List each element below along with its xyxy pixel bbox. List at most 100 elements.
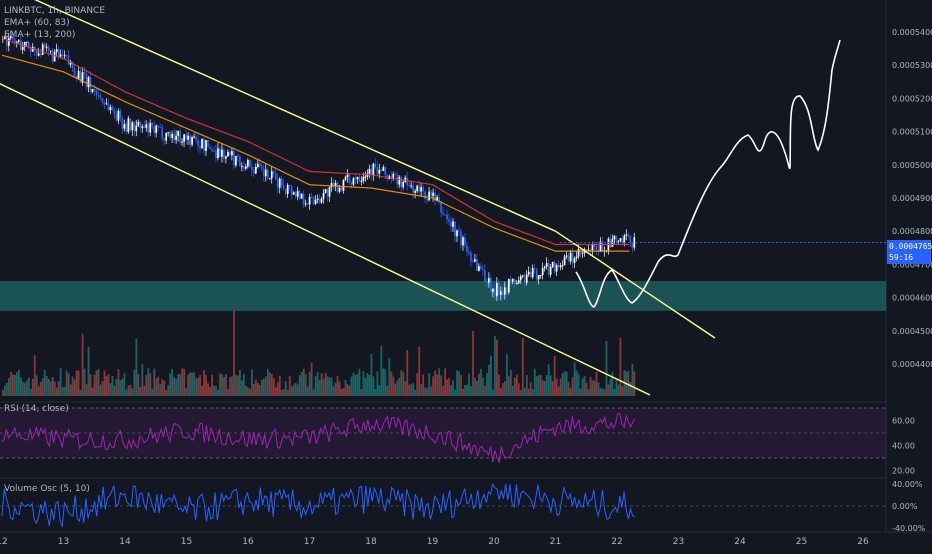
volume-bar (559, 378, 562, 396)
volume-bar (181, 368, 184, 396)
volume-bar (258, 385, 261, 396)
candle-body (31, 46, 34, 52)
volume-bar (278, 375, 281, 396)
candle-body (601, 241, 604, 252)
volume-bar (193, 372, 196, 396)
candle-body (563, 256, 566, 266)
volume-bar (384, 369, 387, 396)
volume-bar (268, 372, 271, 396)
channel-upper-line (34, 0, 556, 232)
volume-bar (460, 374, 462, 396)
ema2-label[interactable]: EMA+ (13, 200) (4, 30, 76, 40)
volume-bar (589, 376, 592, 396)
price-tick-label: 0.00045000 (892, 327, 932, 336)
volume-bar (11, 374, 14, 396)
candle-body (91, 89, 94, 92)
candle-body (476, 259, 478, 271)
candle-body (372, 163, 375, 175)
candle-body (270, 171, 273, 179)
candle-body (450, 221, 452, 227)
candle-body (398, 177, 401, 185)
volume-bar (47, 378, 50, 396)
volume-bar (21, 381, 24, 396)
volume-bar (358, 368, 361, 396)
volume-bar (131, 388, 134, 396)
rsi-label[interactable]: RSI (14, close) (4, 404, 69, 414)
candle-body (256, 163, 259, 167)
volume-bar (438, 368, 441, 396)
candle-body (494, 288, 496, 297)
volume-bar (533, 368, 536, 396)
candle-body (125, 124, 128, 132)
volume-bar (189, 372, 192, 396)
volume-bar (260, 379, 263, 396)
candle-body (159, 127, 162, 129)
time-tick-label: 26 (857, 537, 869, 547)
volume-bar (217, 389, 219, 396)
volume-bar (13, 374, 16, 396)
volume-bar (119, 380, 122, 396)
candle-body (509, 279, 512, 282)
ema1-label[interactable]: EMA+ (60, 83) (4, 18, 70, 28)
volume-bar (105, 376, 108, 396)
symbol-label[interactable]: LINKBTC, 1h, BINANCE (4, 6, 106, 16)
volume-bar (613, 388, 616, 396)
candle-body (252, 169, 255, 174)
rsi-tick-label: 40.00 (892, 442, 915, 451)
candle-body (83, 72, 86, 74)
volume-bar (376, 371, 379, 396)
volume-bar (55, 387, 58, 396)
volume-bar (450, 385, 452, 396)
volume-bar (256, 382, 259, 396)
volume-bar (601, 388, 604, 396)
candle-body (5, 37, 8, 46)
volume-bar (33, 355, 36, 396)
candle-body (573, 258, 576, 263)
candle-body (276, 179, 279, 188)
volume-bar (65, 370, 68, 396)
candle-body (312, 196, 315, 204)
volume-bar (587, 389, 590, 396)
candle-body (460, 231, 462, 246)
volume-bar (595, 371, 598, 396)
candle-body (179, 131, 181, 143)
volume-bar (547, 364, 550, 396)
volume-bar (591, 380, 594, 396)
candle-body (414, 191, 417, 193)
candle-body (424, 191, 426, 199)
volume-bar (368, 374, 371, 396)
candle-body (223, 149, 225, 159)
candle-body (523, 275, 526, 283)
volume-bar (326, 376, 329, 396)
volume-bar (95, 370, 98, 396)
candle-body (153, 126, 156, 133)
volume-bar (480, 368, 482, 396)
volume-bar (555, 378, 558, 396)
volume-osc-label[interactable]: Volume Osc (5, 10) (4, 484, 90, 494)
volume-bar (139, 387, 142, 396)
volume-bar (19, 377, 22, 396)
volume-bar (262, 378, 265, 396)
volume-bar (412, 383, 415, 396)
volume-bar (617, 384, 620, 396)
candle-body (187, 135, 189, 140)
candle-body (13, 39, 16, 43)
candle-body (376, 166, 379, 174)
candle-body (346, 174, 349, 177)
candle-body (266, 169, 269, 179)
candle-body (358, 176, 361, 182)
volume-bar (404, 381, 407, 396)
volume-bar (402, 371, 405, 396)
candle-body (111, 107, 114, 111)
candle-body (151, 122, 154, 127)
candle-body (591, 244, 594, 251)
volume-bar (294, 383, 297, 396)
candle-body (438, 197, 440, 202)
candle-body (356, 176, 359, 180)
candle-body (320, 198, 323, 203)
candle-body (571, 252, 574, 263)
candle-body (247, 159, 249, 167)
candle-body (227, 151, 229, 157)
